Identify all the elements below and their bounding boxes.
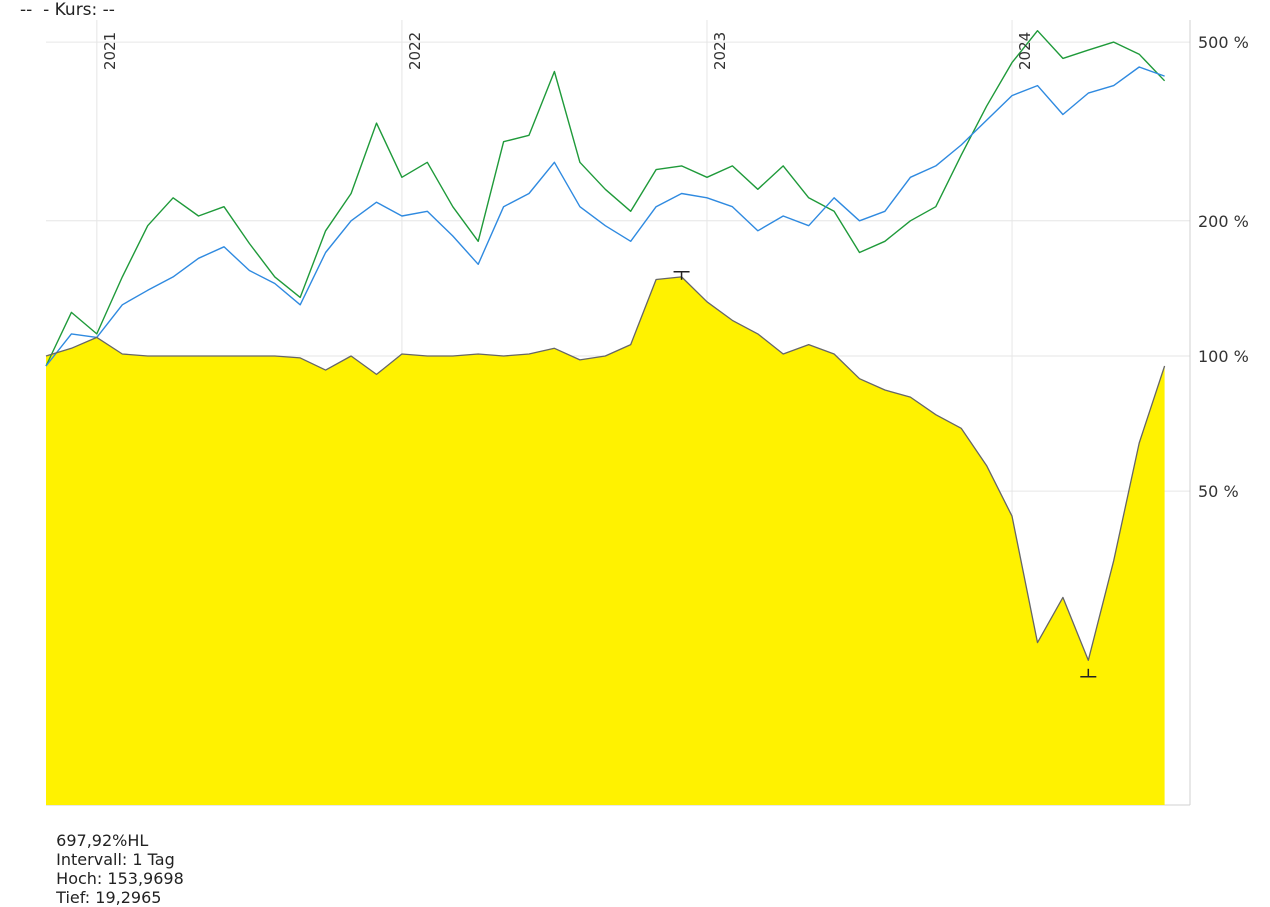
y-tick-label: 500 % [1198,33,1249,52]
chart-footer: 697,92%HL Intervall: 1 Tag Hoch: 153,969… [46,812,220,907]
footer-interval: Intervall: 1 Tag [56,850,175,869]
x-tick-label: 2023 [711,32,729,70]
footer-value: 697,92%HL [56,831,148,850]
x-tick-label: 2024 [1016,32,1034,70]
footer-low: Tief: 19,2965 [56,888,161,907]
chart: 500 % 200 % 100 % 50 % 2021 2022 2023 2024 [0,0,1270,840]
y-tick-label: 50 % [1198,482,1239,501]
y-tick-label: 200 % [1198,212,1249,231]
series-1-line [46,67,1165,366]
y-tick-label: 100 % [1198,347,1249,366]
x-tick-label: 2021 [101,32,119,70]
x-tick-label: 2022 [406,32,424,70]
series-0-line [46,31,1165,366]
footer-high: Hoch: 153,9698 [56,869,184,888]
